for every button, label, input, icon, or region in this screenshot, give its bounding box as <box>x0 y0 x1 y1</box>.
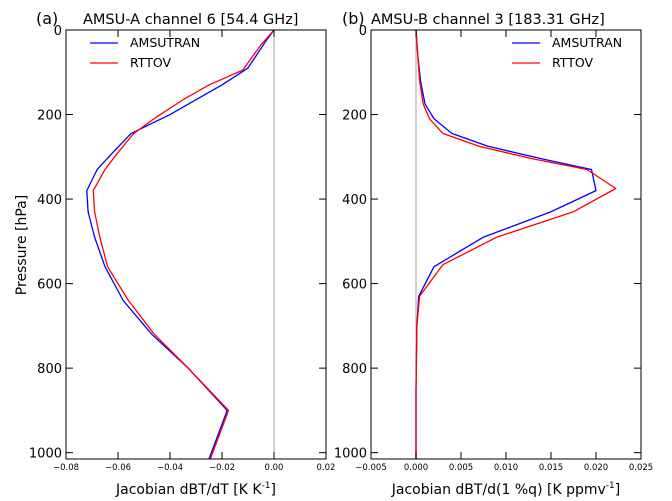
panel-title: AMSU-A channel 6 [54.4 GHz] <box>83 12 298 28</box>
series-line-rttov <box>415 29 617 459</box>
x-axis-label: Jacobian dBT/dT [K K-1] <box>115 481 276 498</box>
x-tick-label: 0.025 <box>629 463 653 473</box>
legend-label-rttov: RTTOV <box>130 55 171 70</box>
panel-a: 0 200 400 600 800 1000−0.08 −0.06 −0.04 −0.02 0.0… <box>29 9 336 498</box>
y-tick-label: 800 <box>342 362 367 377</box>
y-tick-label: 600 <box>342 278 367 293</box>
panel-b: 0 200 400 600 800 1000−0.005 0.000 0.005 0.010 0.… <box>334 9 653 498</box>
y-tick-label: 1000 <box>29 447 62 462</box>
x-tick-label: 0.005 <box>449 463 473 473</box>
x-tick-label: −0.005 <box>355 463 386 473</box>
x-axis-label-suffix: ] <box>271 482 276 498</box>
series-line-rttov <box>92 29 275 460</box>
y-tick-label: 400 <box>37 193 62 208</box>
x-axis-label: Jacobian dBT/d(1 %q) [K ppmv-1] <box>391 481 620 498</box>
x-axis-label-main: Jacobian dBT/d(1 %q) [K ppmv <box>391 482 606 498</box>
y-tick-label: 600 <box>37 278 62 293</box>
y-tick-label: 0 <box>54 24 62 39</box>
x-axis-label-superscript: -1 <box>606 481 615 491</box>
legend-label-rttov: RTTOV <box>552 55 593 70</box>
x-tick-label: −0.04 <box>157 463 183 473</box>
series-line-amsutran <box>415 29 597 459</box>
panel-title: AMSU-B channel 3 [183.31 GHz] <box>371 12 605 28</box>
series-line-amsutran <box>86 29 275 460</box>
x-tick-label: 0.015 <box>539 463 563 473</box>
x-tick-label: −0.08 <box>53 463 79 473</box>
x-tick-label: −0.06 <box>105 463 131 473</box>
y-tick-label: 1000 <box>334 447 367 462</box>
x-axis-label-superscript: -1 <box>262 481 271 491</box>
plot-frame <box>370 29 642 460</box>
y-tick-label: 200 <box>342 109 367 124</box>
x-axis-label-suffix: ] <box>615 482 620 498</box>
x-tick-label: 0.010 <box>494 463 518 473</box>
legend-label-amsutran: AMSUTRAN <box>552 35 622 50</box>
panel-letter: (b) <box>342 9 365 28</box>
x-axis-label-main: Jacobian dBT/dT [K K <box>115 482 262 498</box>
x-tick-label: 0.020 <box>584 463 608 473</box>
y-tick-label: 400 <box>342 193 367 208</box>
x-tick-label: −0.02 <box>209 463 235 473</box>
x-tick-label: 0.00 <box>265 463 284 473</box>
x-tick-label: 0.02 <box>317 463 336 473</box>
y-tick-label: 200 <box>37 109 62 124</box>
panel-letter: (a) <box>36 9 58 28</box>
y-tick-label: 0 <box>359 24 367 39</box>
legend-label-amsutran: AMSUTRAN <box>130 35 200 50</box>
y-axis-label: Pressure [hPa] <box>14 195 30 295</box>
y-tick-label: 800 <box>37 362 62 377</box>
plot-frame <box>65 29 327 460</box>
x-tick-label: 0.000 <box>404 463 428 473</box>
